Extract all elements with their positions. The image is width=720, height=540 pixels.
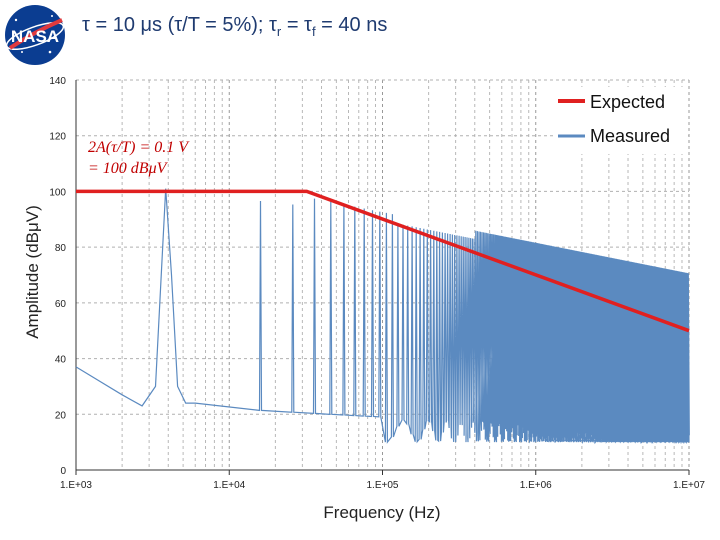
legend-expected-label: Expected — [590, 92, 665, 112]
expected-line — [76, 189, 690, 333]
measured-line — [75, 188, 690, 445]
y-tick-label: 100 — [49, 187, 66, 198]
tick-labels: 1.E+03 1.E+04 1.E+05 1.E+06 1.E+07 0 20 40 60 80 1… — [49, 76, 705, 491]
legend-box — [555, 87, 685, 154]
x-tick-label: 1.E+04 — [213, 480, 245, 491]
x-tick-label: 1.E+06 — [520, 480, 552, 491]
expected-series — [76, 189, 690, 333]
legend-measured-label: Measured — [590, 126, 670, 146]
svg-text:NASA: NASA — [11, 27, 59, 46]
y-axis-label: Amplitude (dBμV) — [23, 205, 42, 339]
measured-series — [75, 188, 690, 445]
y-tick-label: 40 — [55, 355, 67, 366]
annotation-line-2: = 100 dBμV — [88, 160, 169, 177]
annotation-line-1: 2A(τ/T) = 0.1 V — [88, 139, 190, 156]
nasa-logo: NASA — [5, 5, 65, 65]
y-tick-label: 0 — [60, 466, 66, 477]
x-tick-label: 1.E+05 — [367, 480, 399, 491]
x-tick-label: 1.E+03 — [60, 480, 92, 491]
legend: Expected Measured — [555, 87, 685, 154]
y-tick-label: 60 — [55, 299, 67, 310]
x-axis-label: Frequency (Hz) — [323, 503, 440, 522]
y-tick-label: 140 — [49, 76, 66, 87]
y-tick-label: 20 — [55, 410, 67, 421]
y-tick-label: 120 — [49, 132, 66, 143]
page-title: τ = 10 μs (τ/T = 5%); τr = τf = 40 ns — [82, 14, 388, 39]
y-tick-label: 80 — [55, 243, 67, 254]
x-tick-label: 1.E+07 — [673, 480, 705, 491]
